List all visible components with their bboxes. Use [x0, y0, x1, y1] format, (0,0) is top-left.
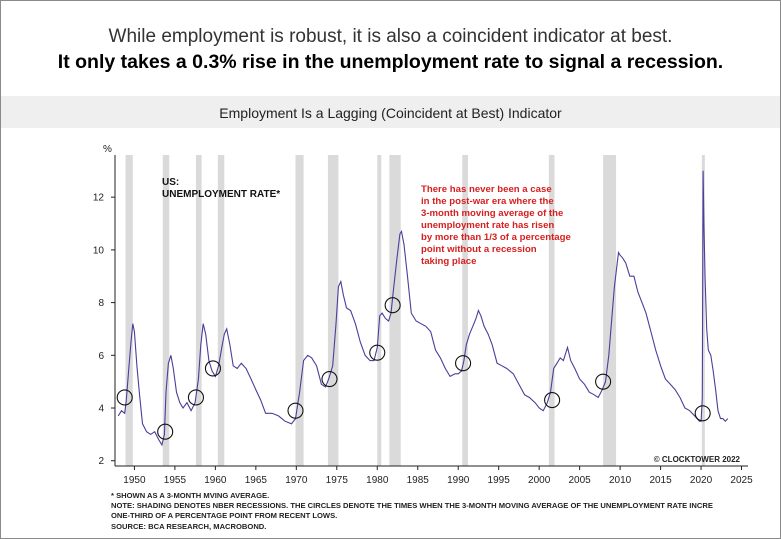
x-tick-label-1975: 1975 — [326, 475, 349, 486]
annotation-line-3: unemployment rate has risen — [421, 220, 554, 231]
x-tick-label-1965: 1965 — [245, 475, 268, 486]
y-tick-label-8: 8 — [98, 298, 104, 309]
y-tick-label-12: 12 — [93, 193, 105, 204]
recession-band-10 — [603, 155, 617, 466]
recession-band-5 — [327, 155, 339, 466]
x-tick-label-1980: 1980 — [366, 475, 389, 486]
recession-band-7 — [389, 155, 401, 466]
x-tick-label-1955: 1955 — [164, 475, 187, 486]
note-line-4: SOURCE: BCA RESEARCH, MACROBOND. — [111, 521, 267, 531]
recession-band-6 — [377, 155, 382, 466]
recession-band-1 — [162, 155, 170, 466]
signal-circle-2 — [187, 389, 204, 406]
signal-circle-10 — [595, 373, 612, 390]
annotation-line-6: taking place — [421, 256, 476, 267]
x-tick-label-2000: 2000 — [528, 475, 551, 486]
chart-title-band — [1, 96, 780, 128]
headline: While employment is robust, it is also a… — [108, 26, 673, 47]
x-tick-label-2005: 2005 — [569, 475, 592, 486]
x-tick-label-1970: 1970 — [285, 475, 308, 486]
signal-circle-6 — [369, 344, 386, 361]
series-label-line-0: US: — [162, 177, 179, 188]
annotation-line-1: in the post-war era where the — [421, 196, 554, 207]
subheadline: It only takes a 0.3% rise in the unemplo… — [57, 51, 724, 73]
x-tick-label-1985: 1985 — [407, 475, 430, 486]
recession-band-11 — [701, 155, 705, 466]
chart-title: Employment Is a Lagging (Coincident at B… — [219, 105, 562, 121]
x-tick-label-1990: 1990 — [447, 475, 470, 486]
y-tick-label-4: 4 — [98, 404, 104, 415]
signal-circle-8 — [455, 355, 472, 372]
recession-band-3 — [217, 155, 225, 466]
signal-circle-9 — [544, 392, 561, 409]
note-line-3: ONE-THIRD OF A PERCENTAGE POINT FROM REC… — [111, 511, 338, 521]
signal-circle-5 — [321, 370, 338, 388]
y-tick-label-10: 10 — [93, 245, 105, 256]
x-tick-label-2020: 2020 — [690, 475, 713, 486]
recession-band-2 — [195, 155, 202, 466]
x-tick-label-1960: 1960 — [204, 475, 227, 486]
signal-circle-7 — [384, 297, 401, 314]
unemployment-rate-line — [117, 170, 729, 447]
y-tick-label-2: 2 — [98, 456, 104, 467]
signal-circle-1 — [157, 423, 174, 440]
annotation-line-0: There has never been a case — [421, 184, 552, 195]
x-tick-label-2015: 2015 — [649, 475, 672, 486]
annotation-line-4: by more than 1/3 of a percentage — [421, 232, 571, 243]
chart-notes: * SHOWN AS A 3-MONTH MVING AVERAGE. NOTE… — [111, 491, 776, 532]
series-label-line-1: UNEMPLOYMENT RATE* — [162, 189, 280, 200]
x-tick-label-2010: 2010 — [609, 475, 632, 486]
annotation-line-2: 3-month moving average of the — [421, 208, 563, 219]
y-axis-unit: % — [103, 144, 112, 155]
note-line-2: NOTE: SHADING DENOTES NBER RECESSIONS. T… — [111, 501, 713, 511]
recession-band-0 — [125, 155, 133, 466]
x-tick-label-1950: 1950 — [123, 475, 146, 486]
signal-circle-0 — [116, 389, 133, 406]
recession-band-9 — [548, 155, 555, 466]
annotation-line-5: point without a recession — [421, 244, 537, 255]
y-tick-label-6: 6 — [98, 351, 104, 362]
signal-circle-11 — [694, 405, 711, 422]
signal-circle-4 — [287, 402, 304, 419]
x-tick-label-2025: 2025 — [730, 475, 753, 486]
x-tick-label-1995: 1995 — [488, 475, 511, 486]
copyright-label: © CLOCKTOWER 2022 — [654, 455, 741, 464]
recession-band-4 — [295, 155, 304, 466]
note-line-1: * SHOWN AS A 3-MONTH MVING AVERAGE. — [111, 491, 270, 500]
recession-band-8 — [462, 155, 468, 466]
signal-circle-3 — [204, 360, 221, 377]
